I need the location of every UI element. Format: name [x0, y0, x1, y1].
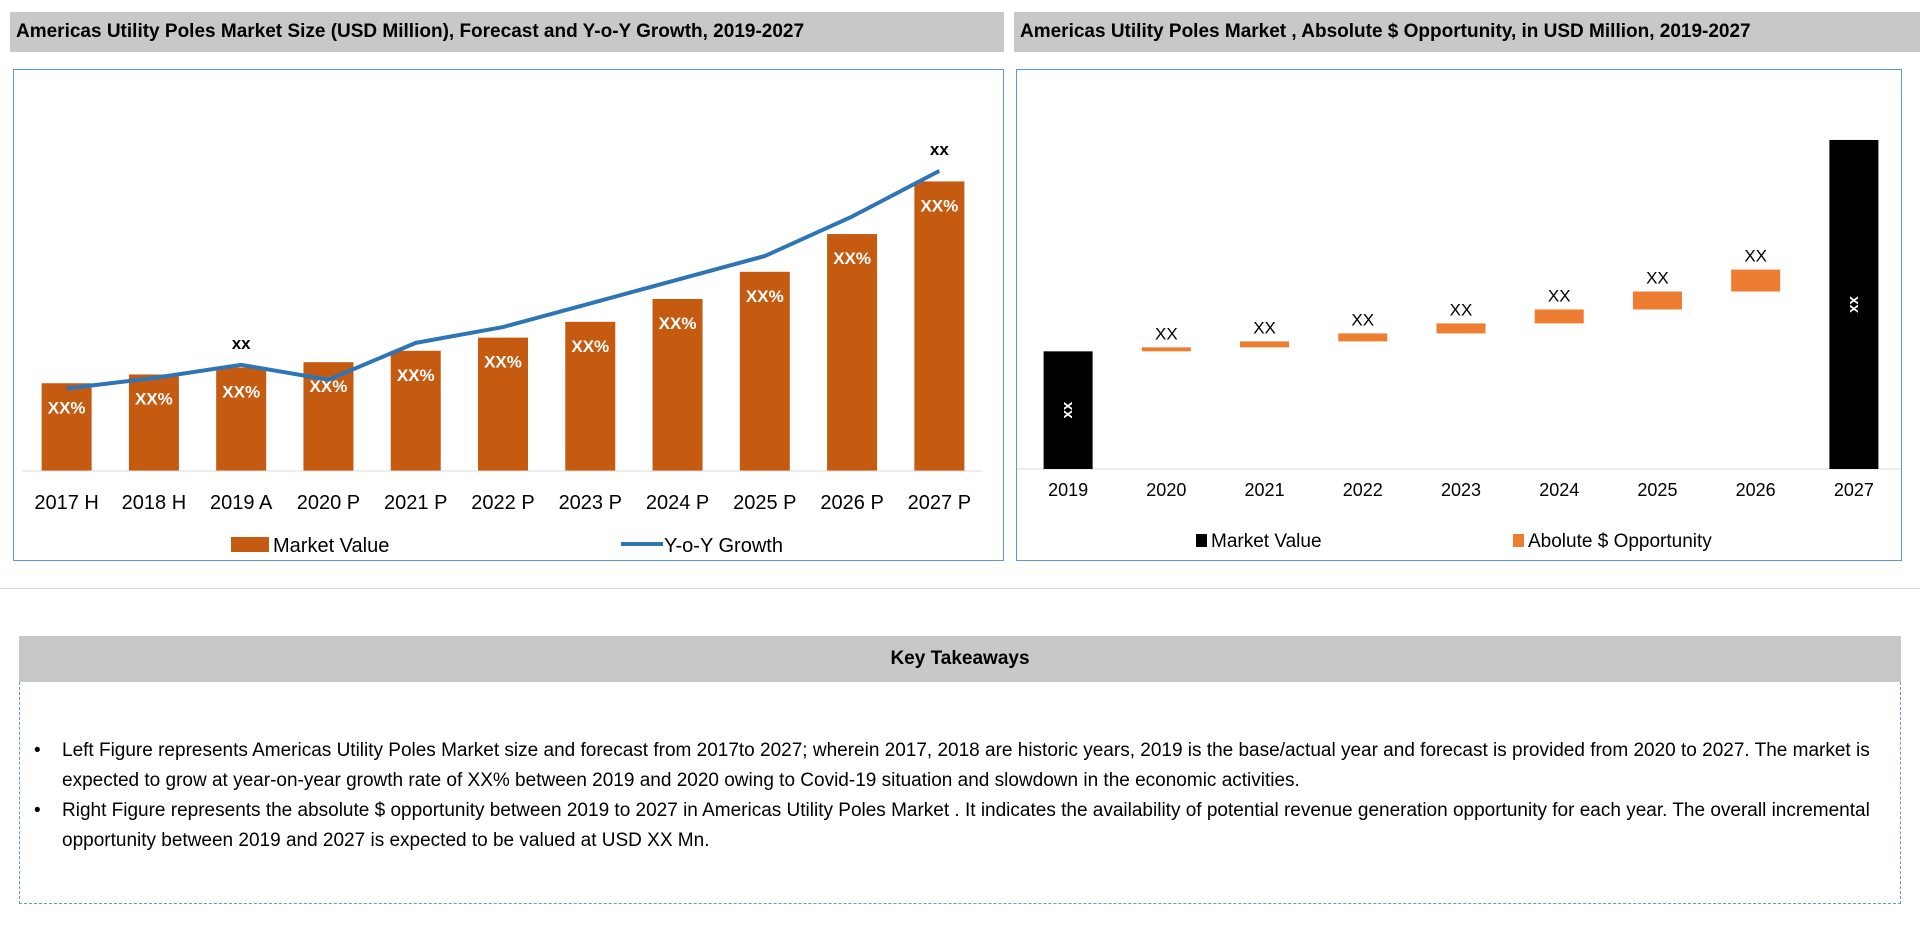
opportunity-bar — [1534, 309, 1584, 324]
x-tick-label: 2021 — [1245, 480, 1285, 500]
market-size-chart: XX% XX% XX% XX% XX% XX% XX% XX% XX% XX% XX% xx xx 201… — [23, 140, 983, 557]
market-value-bar — [1043, 351, 1093, 469]
takeaways-list: Left Figure represents Americas Utility … — [20, 682, 1900, 856]
bar-data-label: XX% — [746, 287, 784, 306]
bar-data-label: xx — [1059, 401, 1076, 418]
bar-data-label: XX — [1646, 269, 1669, 288]
bar-data-label: XX — [1351, 310, 1374, 329]
x-tick-label: 2020 — [1146, 480, 1186, 500]
x-tick-label: 2022 — [1343, 480, 1383, 500]
market-value-bar — [565, 321, 616, 471]
x-tick-label: 2019 — [1048, 480, 1088, 500]
opportunity-bar — [1338, 333, 1388, 342]
legend-label-market-value: Market Value — [1211, 531, 1322, 552]
bar-data-label: XX% — [571, 337, 609, 356]
market-value-bar — [1829, 139, 1879, 469]
opportunity-bar — [1436, 323, 1486, 334]
right-chart-frame: xx 2019 XX 2020 XX 2021 XX 2022 XX 2023 XX 2024 XX 20… — [1016, 69, 1902, 561]
legend-swatch-market-value — [1196, 534, 1207, 547]
takeaway-item: Right Figure represents the absolute $ o… — [34, 796, 1886, 856]
bar-data-label: XX% — [833, 249, 871, 268]
opportunity-bar — [1731, 269, 1781, 292]
bar-data-label: XX% — [920, 196, 958, 215]
x-tick-label: 2023 P — [559, 492, 622, 514]
yoy-growth-line — [66, 169, 941, 391]
bar-data-label: XX — [1450, 300, 1473, 319]
x-tick-label: 2024 P — [646, 492, 709, 514]
x-tick-label: 2024 — [1539, 480, 1579, 500]
takeaway-item: Left Figure represents Americas Utility … — [34, 736, 1886, 796]
growth-annotation: xx — [930, 140, 949, 159]
x-tick-label: 2025 — [1637, 480, 1677, 500]
x-tick-label: 2018 H — [122, 492, 187, 514]
market-value-bar — [478, 337, 528, 471]
left-chart-frame: XX% XX% XX% XX% XX% XX% XX% XX% XX% XX% XX% xx xx 201… — [13, 69, 1004, 561]
bar-data-label: XX% — [484, 353, 522, 372]
x-tick-label: 2026 — [1736, 480, 1776, 500]
growth-annotation: xx — [232, 334, 251, 353]
takeaways-frame — [0, 588, 1920, 935]
opportunity-bar — [1632, 291, 1682, 310]
bar-data-label: XX% — [48, 398, 86, 417]
market-value-bar — [390, 350, 441, 471]
opportunity-bar — [1141, 347, 1191, 352]
opportunity-bar — [1240, 341, 1290, 348]
x-tick-label: 2027 P — [908, 492, 971, 514]
x-tick-label: 2017 H — [34, 492, 99, 514]
legend-label-opportunity: Abolute $ Opportunity — [1528, 531, 1712, 552]
market-value-bar — [914, 181, 965, 472]
market-value-bar — [652, 299, 703, 471]
left-chart-title: Americas Utility Poles Market Size (USD … — [10, 12, 1004, 52]
right-chart-title: Americas Utility Poles Market , Absolute… — [1014, 12, 1920, 52]
x-tick-label: 2021 P — [384, 492, 447, 514]
x-tick-label: 2022 P — [471, 492, 534, 514]
market-value-bar — [128, 374, 179, 471]
market-value-bar — [827, 234, 878, 471]
takeaways-heading: Key Takeaways — [19, 636, 1901, 682]
bar-data-label: XX% — [397, 366, 435, 385]
bar-data-label: XX% — [135, 389, 173, 408]
x-tick-label: 2019 A — [210, 492, 273, 514]
x-tick-label: 2025 P — [733, 492, 796, 514]
legend-swatch-market-value — [231, 537, 269, 552]
bar-data-label: XX — [1253, 318, 1276, 337]
x-tick-label: 2023 — [1441, 480, 1481, 500]
bar-data-label: XX% — [659, 314, 697, 333]
bar-data-label: XX% — [222, 382, 260, 401]
bar-data-label: XX — [1548, 286, 1571, 305]
legend-label-yoy-growth: Y-o-Y Growth — [664, 535, 783, 557]
x-tick-label: 2026 P — [820, 492, 883, 514]
bar-data-label: XX — [1744, 247, 1767, 266]
absolute-opportunity-chart: xx 2019 XX 2020 XX 2021 XX 2022 XX 2023 XX 2024 XX 20… — [1017, 139, 1901, 552]
x-tick-label: 2020 P — [297, 492, 360, 514]
x-tick-label: 2027 — [1834, 480, 1874, 500]
market-value-bar — [41, 383, 92, 471]
legend-swatch-opportunity — [1513, 534, 1524, 547]
market-value-bar — [216, 367, 267, 471]
legend-label-market-value: Market Value — [273, 535, 389, 557]
bar-data-label: xx — [1845, 295, 1862, 312]
bar-data-label: XX — [1155, 324, 1178, 343]
bar-data-label: XX% — [310, 377, 348, 396]
takeaways-body: Left Figure represents Americas Utility … — [19, 682, 1901, 904]
market-value-bar — [739, 271, 790, 471]
